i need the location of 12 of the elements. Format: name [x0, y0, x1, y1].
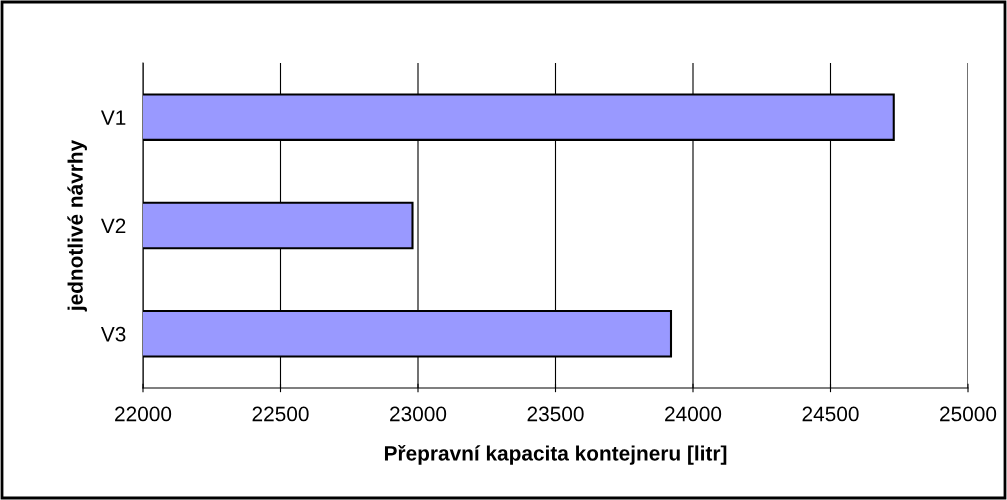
x-axis-title: Přepravní kapacita kontejneru [litr] — [384, 444, 727, 465]
x-tick-label: 24500 — [802, 406, 859, 422]
x-tick-label: 23000 — [390, 406, 447, 422]
x-tick-label: 25000 — [940, 406, 997, 422]
y-tick-label: V2 — [100, 218, 126, 234]
x-tick-label: 22500 — [252, 406, 309, 422]
x-tick-label: 23500 — [527, 406, 584, 422]
y-tick-label: V1 — [100, 110, 126, 125]
y-tick-label: V3 — [100, 326, 126, 342]
x-tick-label: 22000 — [115, 406, 172, 422]
y-axis-title: jednotlivé návrhy — [67, 139, 87, 312]
x-tick-label: 24000 — [665, 406, 722, 422]
